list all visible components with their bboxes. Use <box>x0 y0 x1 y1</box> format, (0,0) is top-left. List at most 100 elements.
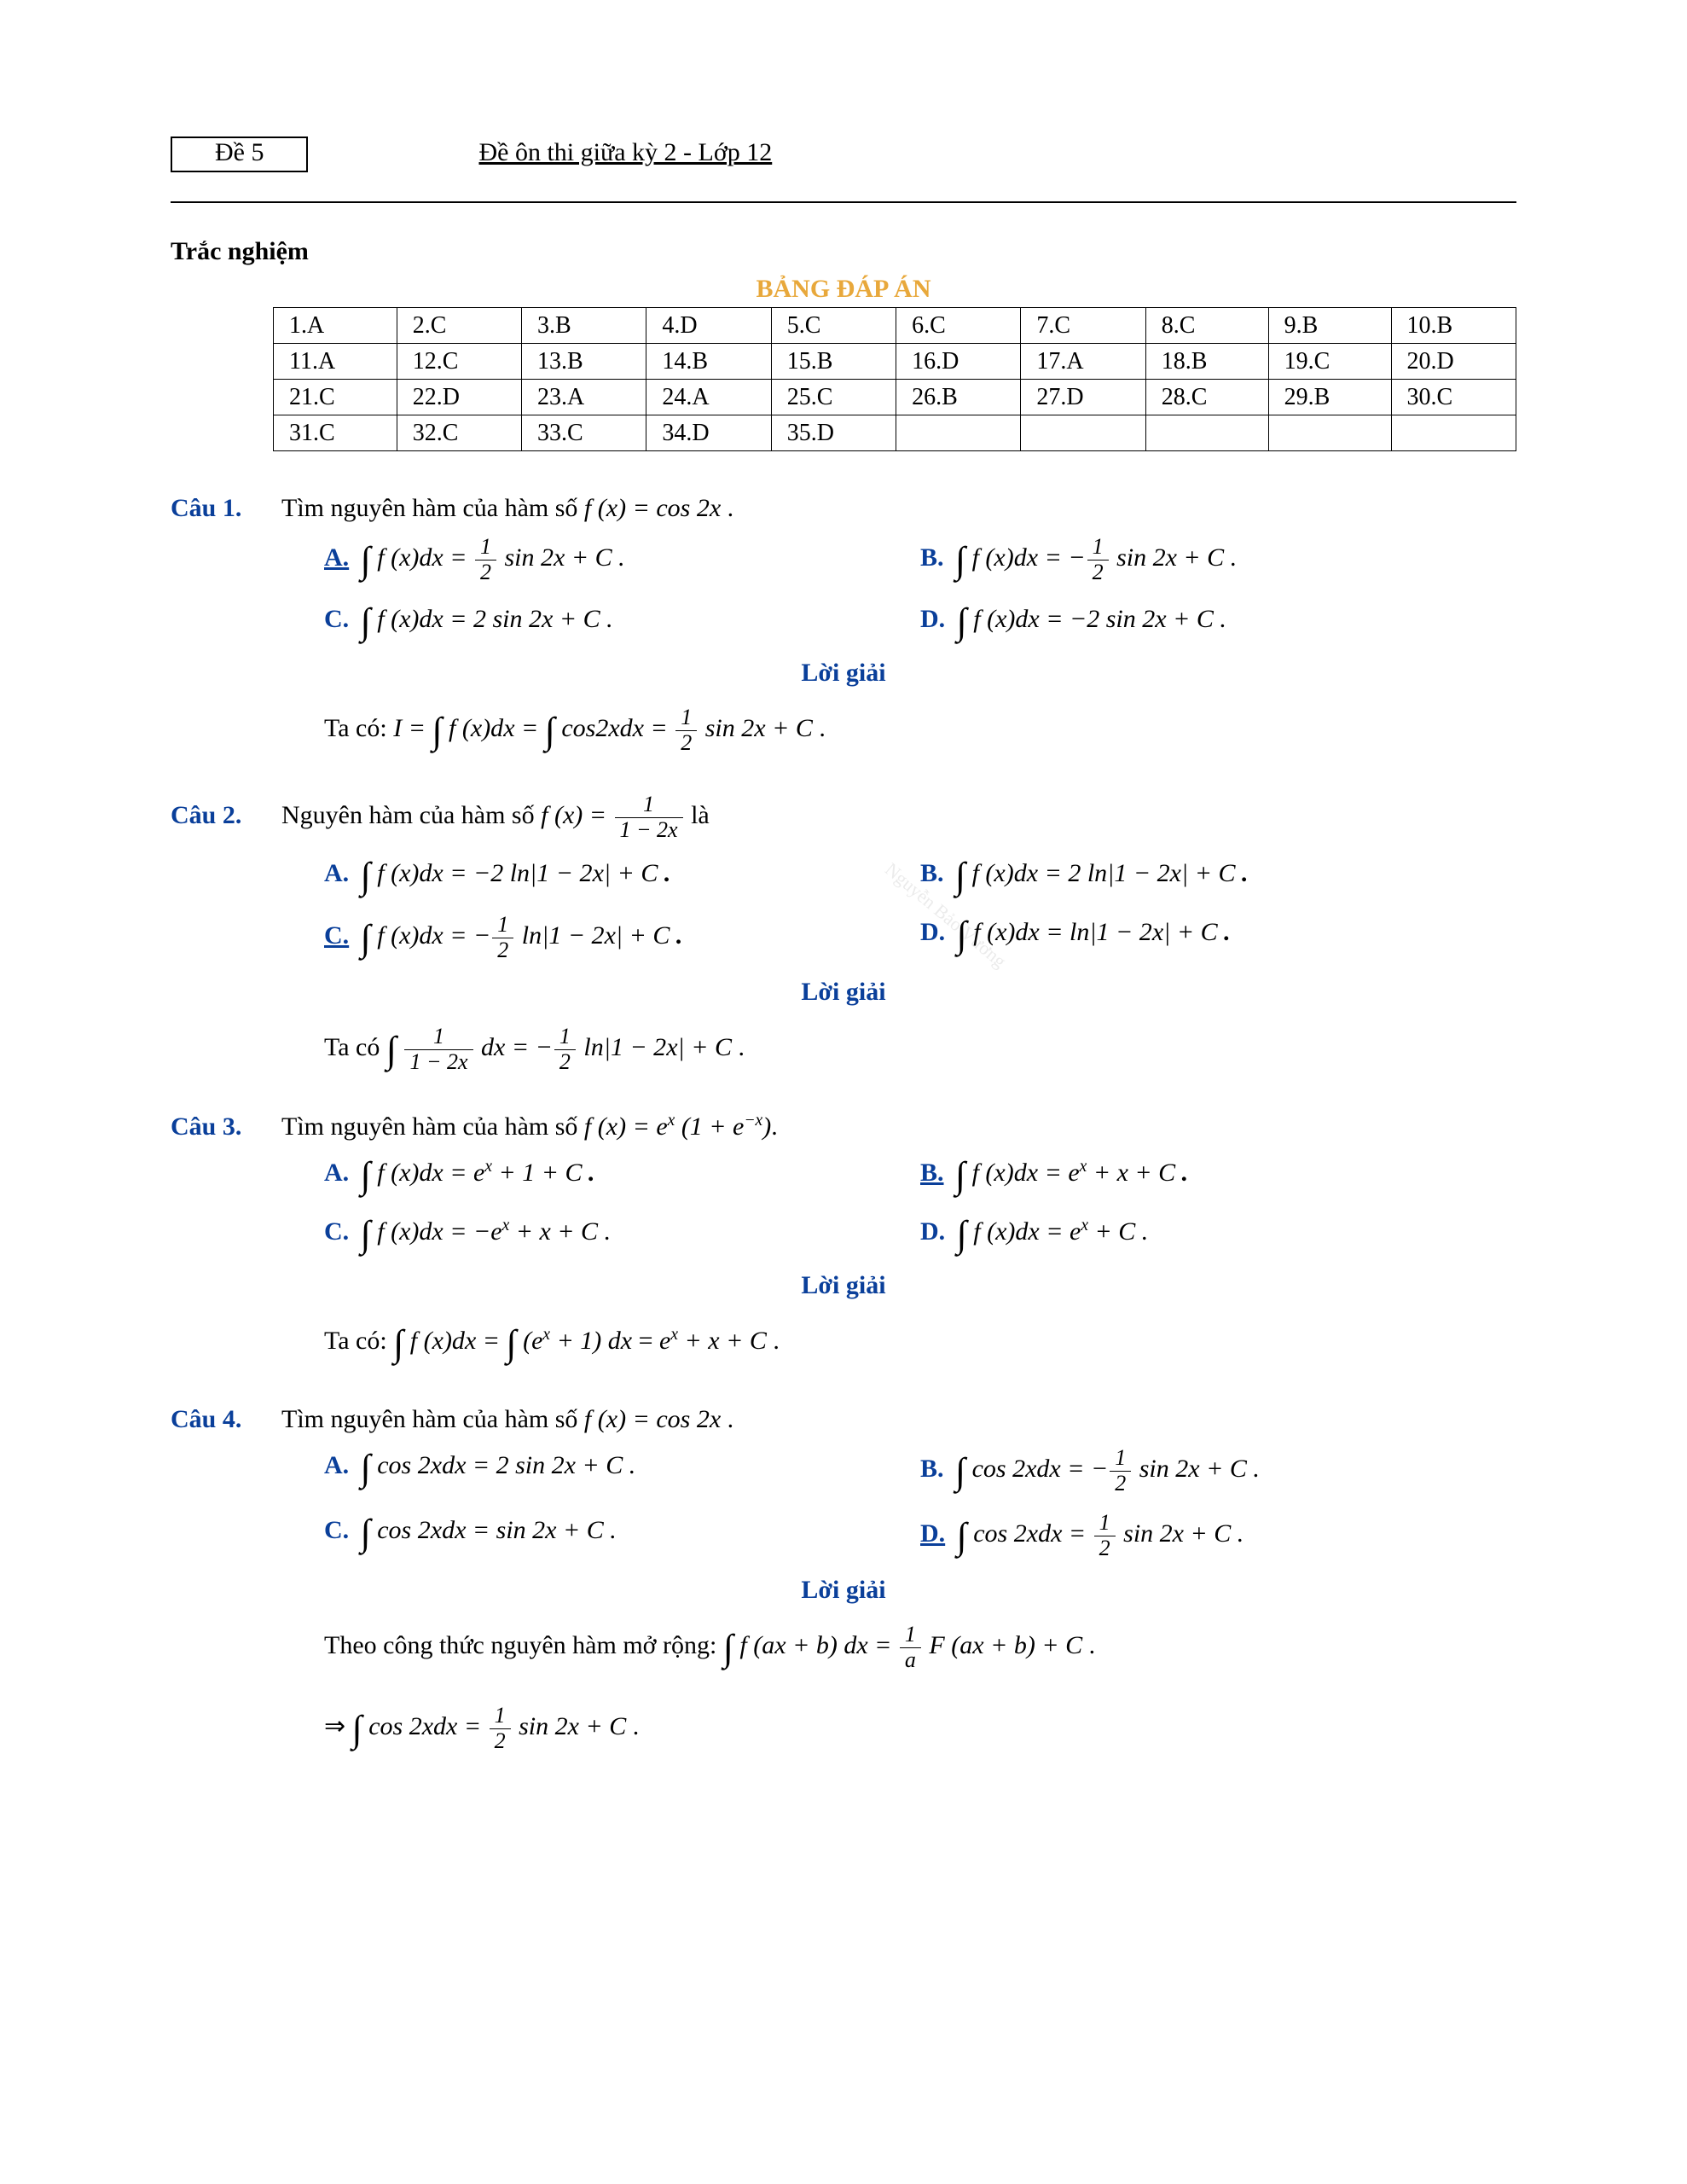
answer-cell: 5.C <box>771 308 896 344</box>
solution-title: Lời giải <box>171 978 1516 1007</box>
option-a: A. ∫ cos 2xdx = 2 sin 2x + C . <box>324 1446 920 1496</box>
answer-cell: 25.C <box>771 380 896 415</box>
option-b: B. ∫ f (x)dx = ex + x + C . <box>920 1153 1516 1197</box>
answer-table: 1.A 2.C 3.B 4.D 5.C 6.C 7.C 8.C 9.B 10.B… <box>273 307 1516 451</box>
answer-cell: 26.B <box>896 380 1021 415</box>
answer-cell: 27.D <box>1021 380 1145 415</box>
option-label: A. <box>324 1159 349 1187</box>
header-underline <box>171 201 1516 203</box>
answer-cell: 1.A <box>274 308 397 344</box>
answer-cell: 29.B <box>1268 380 1391 415</box>
prompt-suffix: . <box>728 494 734 522</box>
option-math: ∫ f (x)dx = −2 ln|1 − 2x| + C . <box>361 859 671 887</box>
option-a: A. ∫ f (x)dx = 12 sin 2x + C . <box>324 535 920 584</box>
option-label: A. <box>324 543 349 572</box>
solution-title: Lời giải <box>171 1271 1516 1300</box>
option-c: C. ∫ f (x)dx = −12 ln|1 − 2x| + C . <box>324 913 920 962</box>
option-label: D. <box>920 918 945 946</box>
question-prompt: Nguyên hàm của hàm số f (x) = 11 − 2x là <box>281 793 1516 842</box>
question-1: Câu 1. Tìm nguyên hàm của hàm số f (x) =… <box>171 494 1516 764</box>
prompt-math: f (x) = cos 2x <box>584 494 721 522</box>
option-math: ∫ f (x)dx = ex + C . <box>957 1217 1149 1246</box>
de-number-box: Đề 5 <box>171 136 308 172</box>
option-b: B. ∫ cos 2xdx = −12 sin 2x + C . <box>920 1446 1516 1496</box>
option-label: C. <box>324 605 349 633</box>
option-a: A. ∫ f (x)dx = ex + 1 + C . <box>324 1153 920 1197</box>
answer-cell: 14.B <box>646 344 771 380</box>
question-label: Câu 1. <box>171 494 281 523</box>
option-math: ∫ f (x)dx = ln|1 − 2x| + C . <box>957 918 1231 946</box>
option-label: C. <box>324 921 349 950</box>
solution-text: Ta có ∫ 11 − 2x dx = −12 ln|1 − 2x| + C … <box>324 1019 1516 1083</box>
answer-cell: 28.C <box>1145 380 1268 415</box>
question-4: Câu 4. Tìm nguyên hàm của hàm số f (x) =… <box>171 1405 1516 1762</box>
prompt-prefix: Tìm nguyên hàm của hàm số <box>281 1405 584 1433</box>
answer-cell: 13.B <box>522 344 646 380</box>
answer-cell <box>1021 415 1145 451</box>
option-d: D. ∫ cos 2xdx = 12 sin 2x + C . <box>920 1511 1516 1560</box>
question-label: Câu 3. <box>171 1112 281 1141</box>
prompt-prefix: Tìm nguyên hàm của hàm số <box>281 494 584 522</box>
option-math: ∫ f (x)dx = −2 sin 2x + C . <box>957 605 1226 633</box>
answer-cell: 7.C <box>1021 308 1145 344</box>
answer-cell: 33.C <box>522 415 646 451</box>
option-d: D. ∫ f (x)dx = −2 sin 2x + C . <box>920 600 1516 643</box>
option-b: B. ∫ f (x)dx = −12 sin 2x + C . <box>920 535 1516 584</box>
answer-cell: 30.C <box>1391 380 1516 415</box>
table-row: 31.C 32.C 33.C 34.D 35.D <box>274 415 1516 451</box>
answer-cell: 20.D <box>1391 344 1516 380</box>
option-c: C. ∫ f (x)dx = −ex + x + C . <box>324 1212 920 1256</box>
answer-cell: 31.C <box>274 415 397 451</box>
option-label: B. <box>920 1159 944 1187</box>
answer-cell: 15.B <box>771 344 896 380</box>
option-math: ∫ f (x)dx = −ex + x + C . <box>361 1217 611 1246</box>
answer-cell: 21.C <box>274 380 397 415</box>
option-label: C. <box>324 1516 349 1544</box>
option-d: D. ∫ f (x)dx = ln|1 − 2x| + C . <box>920 913 1516 962</box>
answer-cell: 11.A <box>274 344 397 380</box>
prompt-prefix: Nguyên hàm của hàm số <box>281 801 541 829</box>
table-row: 11.A 12.C 13.B 14.B 15.B 16.D 17.A 18.B … <box>274 344 1516 380</box>
option-b: B. ∫ f (x)dx = 2 ln|1 − 2x| + C . <box>920 854 1516 897</box>
answer-cell: 9.B <box>1268 308 1391 344</box>
table-row: 1.A 2.C 3.B 4.D 5.C 6.C 7.C 8.C 9.B 10.B <box>274 308 1516 344</box>
question-prompt: Tìm nguyên hàm của hàm số f (x) = cos 2x… <box>281 1405 1516 1434</box>
prompt-prefix: Tìm nguyên hàm của hàm số <box>281 1112 584 1141</box>
solution-title: Lời giải <box>171 659 1516 688</box>
answer-table-title: BẢNG ĐÁP ÁN <box>171 275 1516 304</box>
table-row: 21.C 22.D 23.A 24.A 25.C 26.B 27.D 28.C … <box>274 380 1516 415</box>
option-math: ∫ f (x)dx = −12 sin 2x + C . <box>955 543 1237 572</box>
answer-cell <box>1391 415 1516 451</box>
option-math: ∫ f (x)dx = ex + 1 + C . <box>361 1159 595 1187</box>
answer-cell: 22.D <box>397 380 521 415</box>
question-prompt: Tìm nguyên hàm của hàm số f (x) = ex (1 … <box>281 1112 1516 1141</box>
option-math: ∫ f (x)dx = −12 ln|1 − 2x| + C . <box>361 921 683 950</box>
option-label: A. <box>324 1451 349 1479</box>
page: Đề 5 Đề ôn thi giữa kỳ 2 - Lớp 12 Trắc n… <box>0 0 1687 1961</box>
option-label: D. <box>920 1519 945 1548</box>
question-3: Câu 3. Tìm nguyên hàm của hàm số f (x) =… <box>171 1112 1516 1376</box>
answer-cell: 16.D <box>896 344 1021 380</box>
option-label: A. <box>324 859 349 887</box>
prompt-math: f (x) = 11 − 2x <box>541 801 685 829</box>
answer-cell: 2.C <box>397 308 521 344</box>
answer-cell: 3.B <box>522 308 646 344</box>
answer-cell: 19.C <box>1268 344 1391 380</box>
answer-cell: 18.B <box>1145 344 1268 380</box>
option-c: C. ∫ cos 2xdx = sin 2x + C . <box>324 1511 920 1560</box>
option-label: D. <box>920 1217 945 1246</box>
answer-cell: 35.D <box>771 415 896 451</box>
option-label: D. <box>920 605 945 633</box>
solution-line-1: Theo công thức nguyên hàm mở rộng: ∫ f (… <box>324 1617 1516 1681</box>
option-label: B. <box>920 859 944 887</box>
answer-cell: 34.D <box>646 415 771 451</box>
option-math: ∫ f (x)dx = 12 sin 2x + C . <box>361 543 625 572</box>
option-c: C. ∫ f (x)dx = 2 sin 2x + C . <box>324 600 920 643</box>
solution-line-2: ⇒ ∫ cos 2xdx = 12 sin 2x + C . <box>324 1698 1516 1762</box>
option-math: ∫ f (x)dx = 2 sin 2x + C . <box>361 605 613 633</box>
question-label: Câu 4. <box>171 1405 281 1434</box>
answer-cell <box>896 415 1021 451</box>
answer-cell: 12.C <box>397 344 521 380</box>
question-2: Câu 2. Nguyên hàm của hàm số f (x) = 11 … <box>171 793 1516 1083</box>
header-row: Đề 5 Đề ôn thi giữa kỳ 2 - Lớp 12 <box>171 136 1516 172</box>
